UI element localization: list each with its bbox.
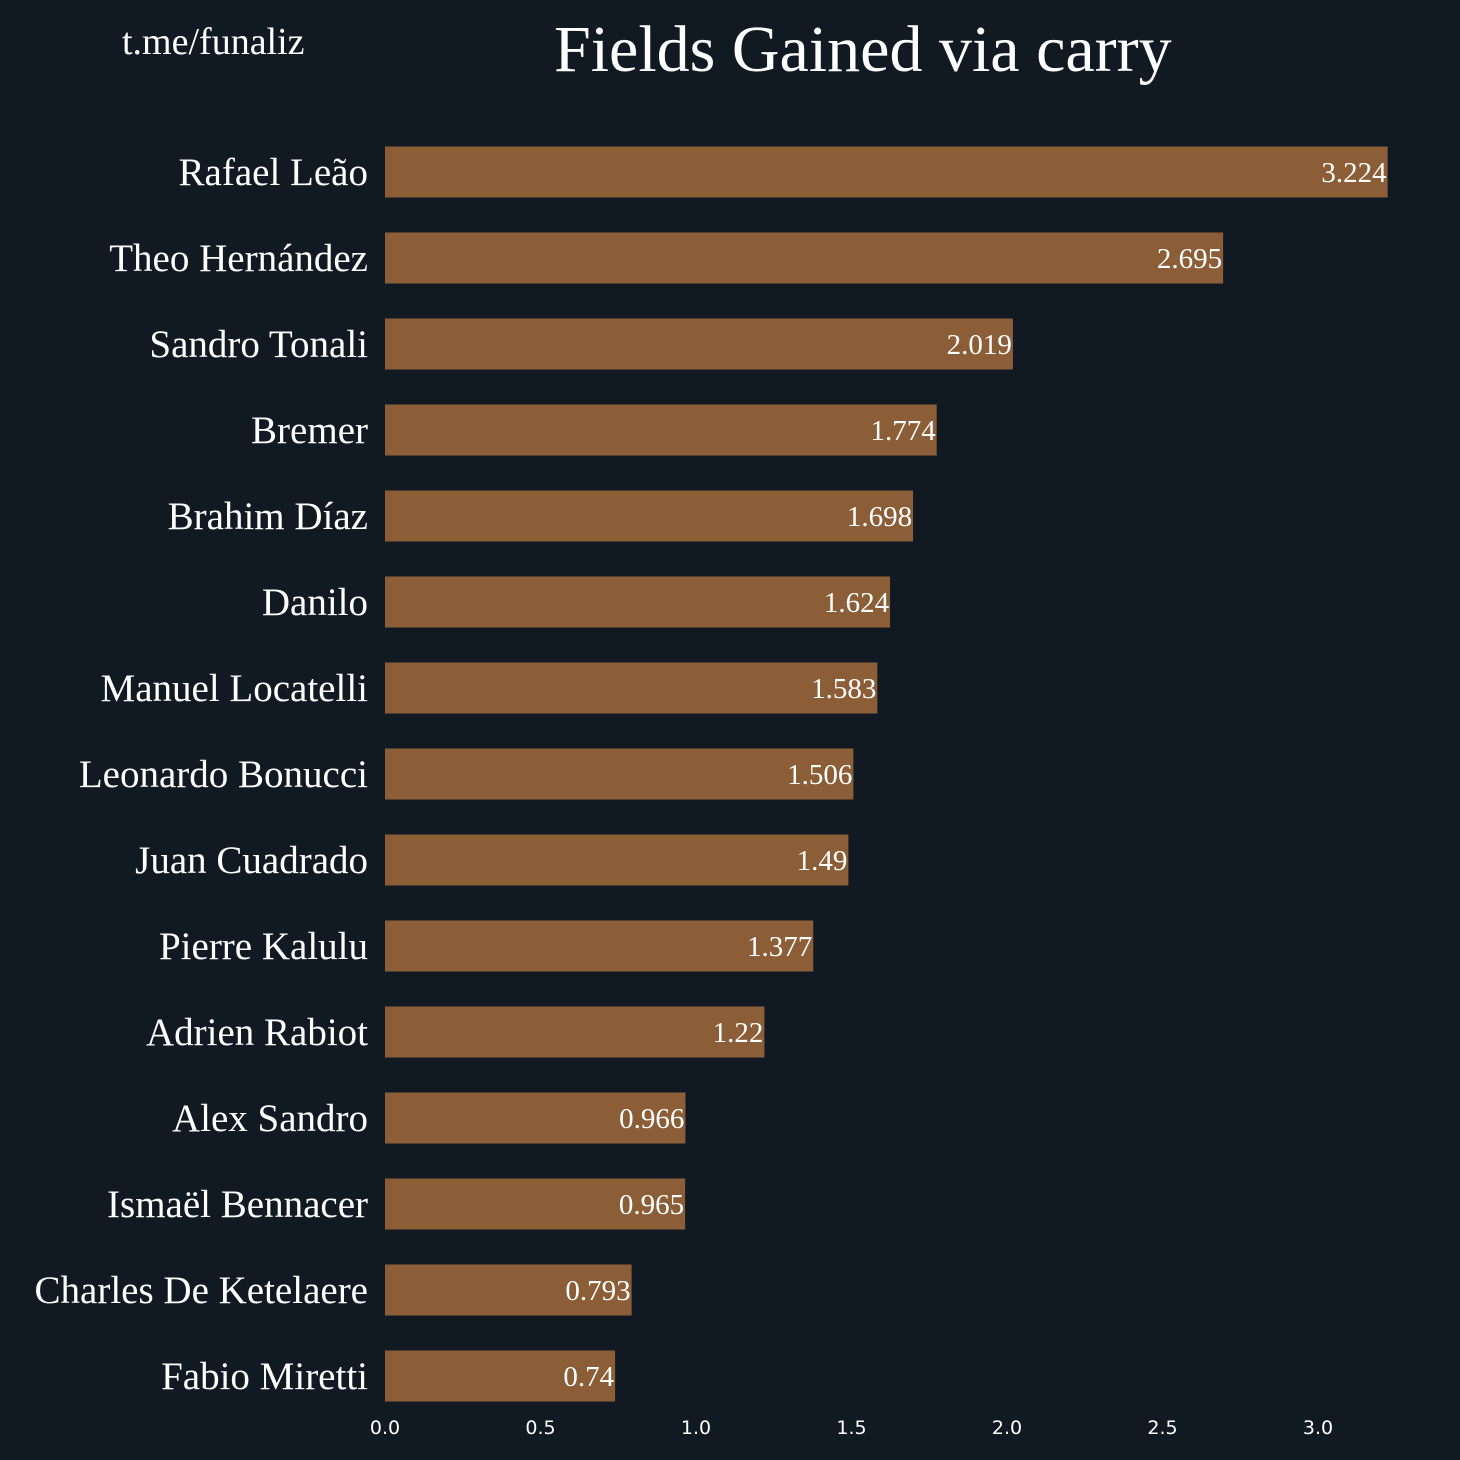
- bar: [385, 490, 914, 542]
- value-label: 1.506: [787, 759, 852, 791]
- x-tick-label: 0.0: [370, 1417, 400, 1439]
- bar: [385, 1006, 765, 1058]
- category-label: Pierre Kalulu: [159, 925, 368, 968]
- category-label: Manuel Locatelli: [101, 667, 369, 710]
- x-tick-label: 2.5: [1147, 1417, 1177, 1439]
- value-label: 1.698: [847, 501, 912, 533]
- value-label: 2.695: [1157, 243, 1222, 275]
- value-label: 1.49: [797, 845, 848, 877]
- x-tick-label: 3.0: [1303, 1417, 1333, 1439]
- x-tick-label: 1.0: [681, 1417, 711, 1439]
- value-label: 0.74: [563, 1361, 614, 1393]
- bar: [385, 318, 1013, 370]
- bar: [385, 1350, 616, 1402]
- value-label: 0.965: [619, 1189, 684, 1221]
- bar: [385, 146, 1388, 198]
- value-label: 2.019: [947, 329, 1012, 361]
- bar: [385, 404, 937, 456]
- value-label: 1.583: [811, 673, 876, 705]
- value-label: 1.774: [870, 415, 936, 447]
- category-label: Leonardo Bonucci: [79, 753, 368, 796]
- category-label: Alex Sandro: [172, 1097, 368, 1140]
- category-label: Juan Cuadrado: [135, 839, 368, 882]
- bar: [385, 232, 1224, 284]
- value-label: 0.966: [619, 1103, 684, 1135]
- category-label: Adrien Rabiot: [146, 1011, 368, 1054]
- value-label: 3.224: [1321, 157, 1387, 189]
- bar: [385, 1178, 686, 1230]
- category-label: Brahim Díaz: [168, 495, 368, 538]
- category-label: Fabio Miretti: [161, 1355, 368, 1398]
- category-label: Theo Hernández: [109, 237, 368, 280]
- watermark: t.me/funaliz: [122, 21, 305, 63]
- x-tick-label: 2.0: [992, 1417, 1022, 1439]
- bar: [385, 920, 814, 972]
- bar: [385, 1264, 632, 1316]
- category-label: Bremer: [251, 409, 368, 452]
- category-label: Charles De Ketelaere: [35, 1269, 368, 1312]
- value-label: 0.793: [565, 1275, 630, 1307]
- category-label: Danilo: [262, 581, 368, 624]
- category-label: Rafael Leão: [179, 151, 368, 194]
- bar: [385, 834, 849, 886]
- x-tick-label: 0.5: [525, 1417, 555, 1439]
- x-tick-label: 1.5: [836, 1417, 866, 1439]
- bar: [385, 662, 878, 714]
- category-label: Sandro Tonali: [149, 323, 368, 366]
- value-label: 1.377: [747, 931, 812, 963]
- bar: [385, 748, 854, 800]
- bar: [385, 1092, 686, 1144]
- value-label: 1.624: [824, 587, 890, 619]
- value-label: 1.22: [713, 1017, 764, 1049]
- bar: [385, 576, 891, 628]
- category-label: Ismaël Bennacer: [107, 1183, 368, 1226]
- chart-title: Fields Gained via carry: [554, 13, 1172, 86]
